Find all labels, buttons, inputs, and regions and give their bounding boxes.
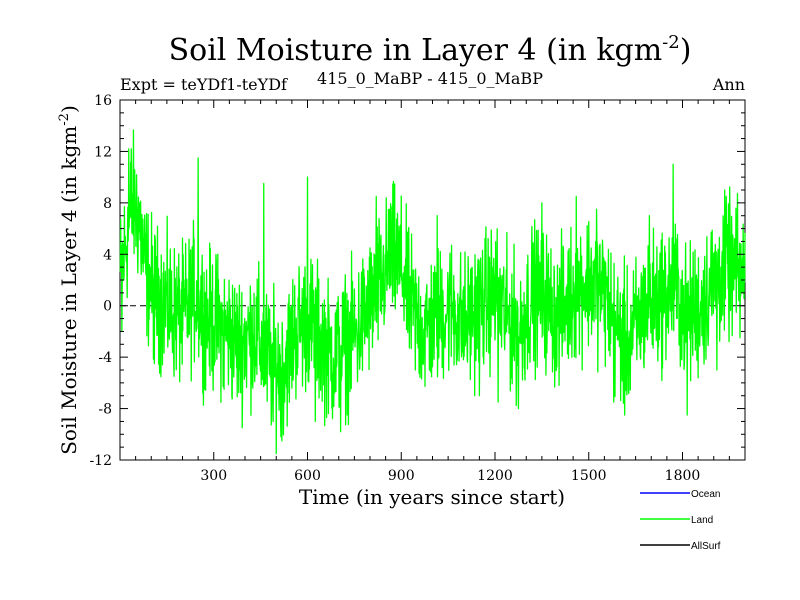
x-tick-label: 900	[388, 468, 415, 484]
subtitle-season: Ann	[712, 75, 745, 94]
x-tick-label: 1500	[571, 468, 607, 484]
y-axis-label: Soil Moisture in Layer 4 (in kgm-2)	[57, 105, 81, 455]
y-tick-label: -12	[89, 453, 112, 469]
y-tick-label: 4	[103, 247, 112, 263]
x-axis-label: Time (in years since start)	[299, 485, 565, 509]
chart-title: Soil Moisture in Layer 4 (in kgm-2)	[169, 32, 692, 68]
y-tick-label: 16	[94, 93, 112, 109]
y-tick-label: -4	[98, 350, 112, 366]
series-layer	[119, 129, 746, 455]
subtitle-period: 415_0_MaBP - 415_0_MaBP	[317, 69, 543, 88]
subtitle-experiment: Expt = teYDf1-teYDf	[120, 75, 288, 94]
legend-label-allsurf: AllSurf	[691, 541, 721, 552]
legend: Ocean Land AllSurf	[640, 489, 721, 552]
y-tick-label: -8	[98, 402, 112, 418]
y-tick-label: 12	[94, 144, 112, 160]
legend-label-land: Land	[691, 515, 713, 526]
y-tick-label: 8	[103, 196, 112, 212]
series-land-line	[119, 129, 746, 455]
x-tick-label: 1800	[665, 468, 701, 484]
plot-frame	[119, 99, 746, 461]
y-tick-label: 0	[103, 299, 112, 315]
legend-label-ocean: Ocean	[691, 489, 720, 500]
ticks-layer: -12 -8 -4 0 4 8 12 16 300 600 900 1200 1500 1800	[89, 93, 746, 484]
x-tick-label: 600	[294, 468, 321, 484]
x-tick-label: 1200	[477, 468, 513, 484]
x-tick-label: 300	[200, 468, 227, 484]
